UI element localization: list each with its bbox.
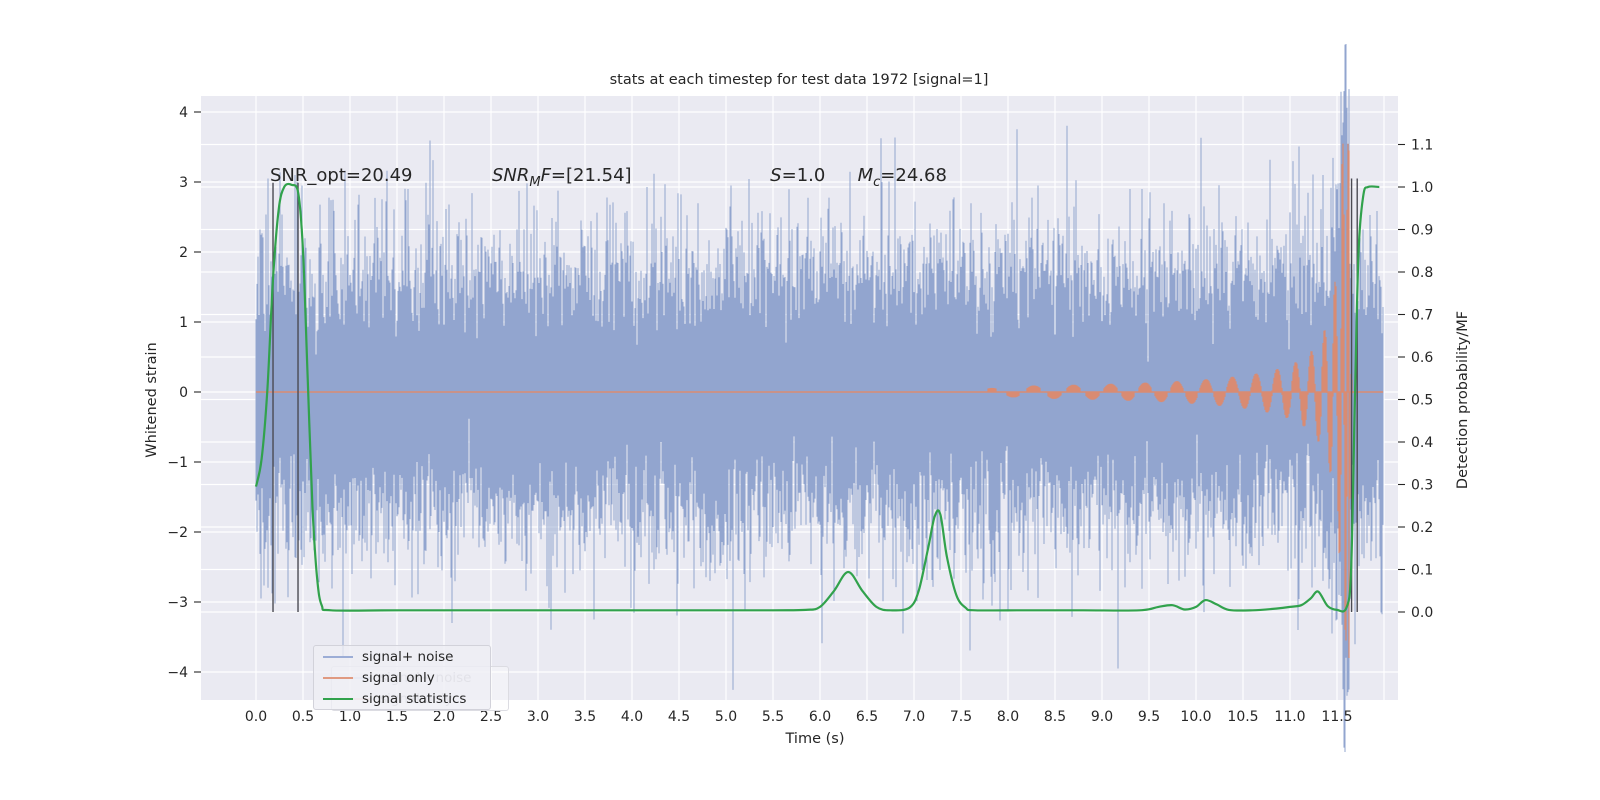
y-tick-label-right: 1.1	[1411, 138, 1433, 154]
legend-item-signal-only: signal only	[314, 667, 490, 688]
y-tick-label-left: −1	[167, 455, 188, 471]
x-tick-label: 6.5	[856, 709, 878, 725]
legend-label: signal statistics	[362, 690, 467, 707]
x-tick-label: 5.0	[715, 709, 737, 725]
x-tick-label: 4.0	[621, 709, 643, 725]
legend-label: signal+ noise	[362, 648, 454, 665]
y-tick-label-left: −2	[167, 525, 188, 541]
annotation-text: SNRMF=[21.54]	[492, 165, 632, 190]
legend-line-sample	[323, 655, 353, 658]
legend-line-sample	[323, 676, 353, 679]
x-tick-label: 9.0	[1091, 709, 1113, 725]
y-tick-label-right: 0.4	[1411, 435, 1433, 451]
x-tick-label: 1.5	[386, 709, 408, 725]
x-tick-label: 0.5	[292, 709, 314, 725]
x-tick-label: 2.0	[433, 709, 455, 725]
series-signal-statistics	[254, 182, 1380, 613]
y-tick-label-right: 0.1	[1411, 563, 1433, 579]
series-signal-plus-noise	[255, 44, 1384, 752]
legend: signal+ noise signal only signal statist…	[313, 645, 491, 710]
x-tick-label: 8.5	[1044, 709, 1066, 725]
y-tick-label-left: 2	[179, 245, 188, 261]
y-tick-label-right: 1.0	[1411, 180, 1433, 196]
chart-title: stats at each timestep for test data 197…	[609, 72, 989, 88]
annotation-text: S=1.0	[770, 165, 825, 186]
axis-ticks: −4 −3 −2 −1 0 1 2 3 4 0.0 0.1 0.2 0.3 0.4 0.5 0.6 0.7 0.8…	[167, 105, 1433, 725]
x-tick-label: 0.0	[245, 709, 267, 725]
y-tick-label-left: −4	[167, 665, 188, 681]
x-tick-label: 9.5	[1138, 709, 1160, 725]
y-tick-label-left: 3	[179, 175, 188, 191]
x-tick-label: 2.5	[480, 709, 502, 725]
legend-item-signal-plus-noise: signal+ noise	[314, 646, 490, 667]
y-tick-label-right: 0.8	[1411, 265, 1433, 281]
y-tick-label-right: 0.3	[1411, 478, 1433, 494]
x-tick-label: 11.0	[1274, 709, 1305, 725]
left-y-axis-label: Whitened strain	[144, 342, 160, 458]
annotations: SNR_opt=20.49 SNRMF=[21.54] S=1.0 Mc=24.68	[270, 165, 947, 190]
x-tick-label: 8.0	[997, 709, 1019, 725]
y-tick-label-left: 1	[179, 315, 188, 331]
x-tick-label: 3.0	[527, 709, 549, 725]
y-tick-label-left: −3	[167, 595, 188, 611]
y-tick-label-right: 0.5	[1411, 393, 1433, 409]
series-signal-only-chirp	[987, 143, 1353, 658]
y-tick-label-right: 0.2	[1411, 520, 1433, 536]
x-axis-label: Time (s)	[785, 731, 845, 747]
x-tick-label: 6.0	[809, 709, 831, 725]
y-tick-label-left: 4	[179, 105, 188, 121]
x-tick-label: 3.5	[574, 709, 596, 725]
x-tick-label: 10.0	[1180, 709, 1211, 725]
annotation-text: Mc=24.68	[858, 165, 947, 190]
x-tick-label: 4.5	[668, 709, 690, 725]
legend-label: signal only	[362, 669, 435, 686]
y-tick-label-right: 0.0	[1411, 605, 1433, 621]
x-tick-label: 7.0	[903, 709, 925, 725]
y-tick-label-right: 0.6	[1411, 350, 1433, 366]
x-tick-label: 11.5	[1321, 709, 1352, 725]
x-tick-label: 7.5	[950, 709, 972, 725]
y-tick-label-right: 0.7	[1411, 308, 1433, 324]
x-tick-label: 1.0	[339, 709, 361, 725]
legend-line-sample	[323, 697, 353, 700]
x-tick-label: 5.5	[762, 709, 784, 725]
y-tick-label-left: 0	[179, 385, 188, 401]
right-y-axis-label: Detection probability/MF	[1455, 310, 1471, 490]
x-tick-label: 10.5	[1227, 709, 1258, 725]
legend-item-signal-statistics: signal statistics	[314, 688, 490, 709]
annotation-text: SNR_opt=20.49	[270, 165, 413, 186]
y-tick-label-right: 0.9	[1411, 223, 1433, 239]
